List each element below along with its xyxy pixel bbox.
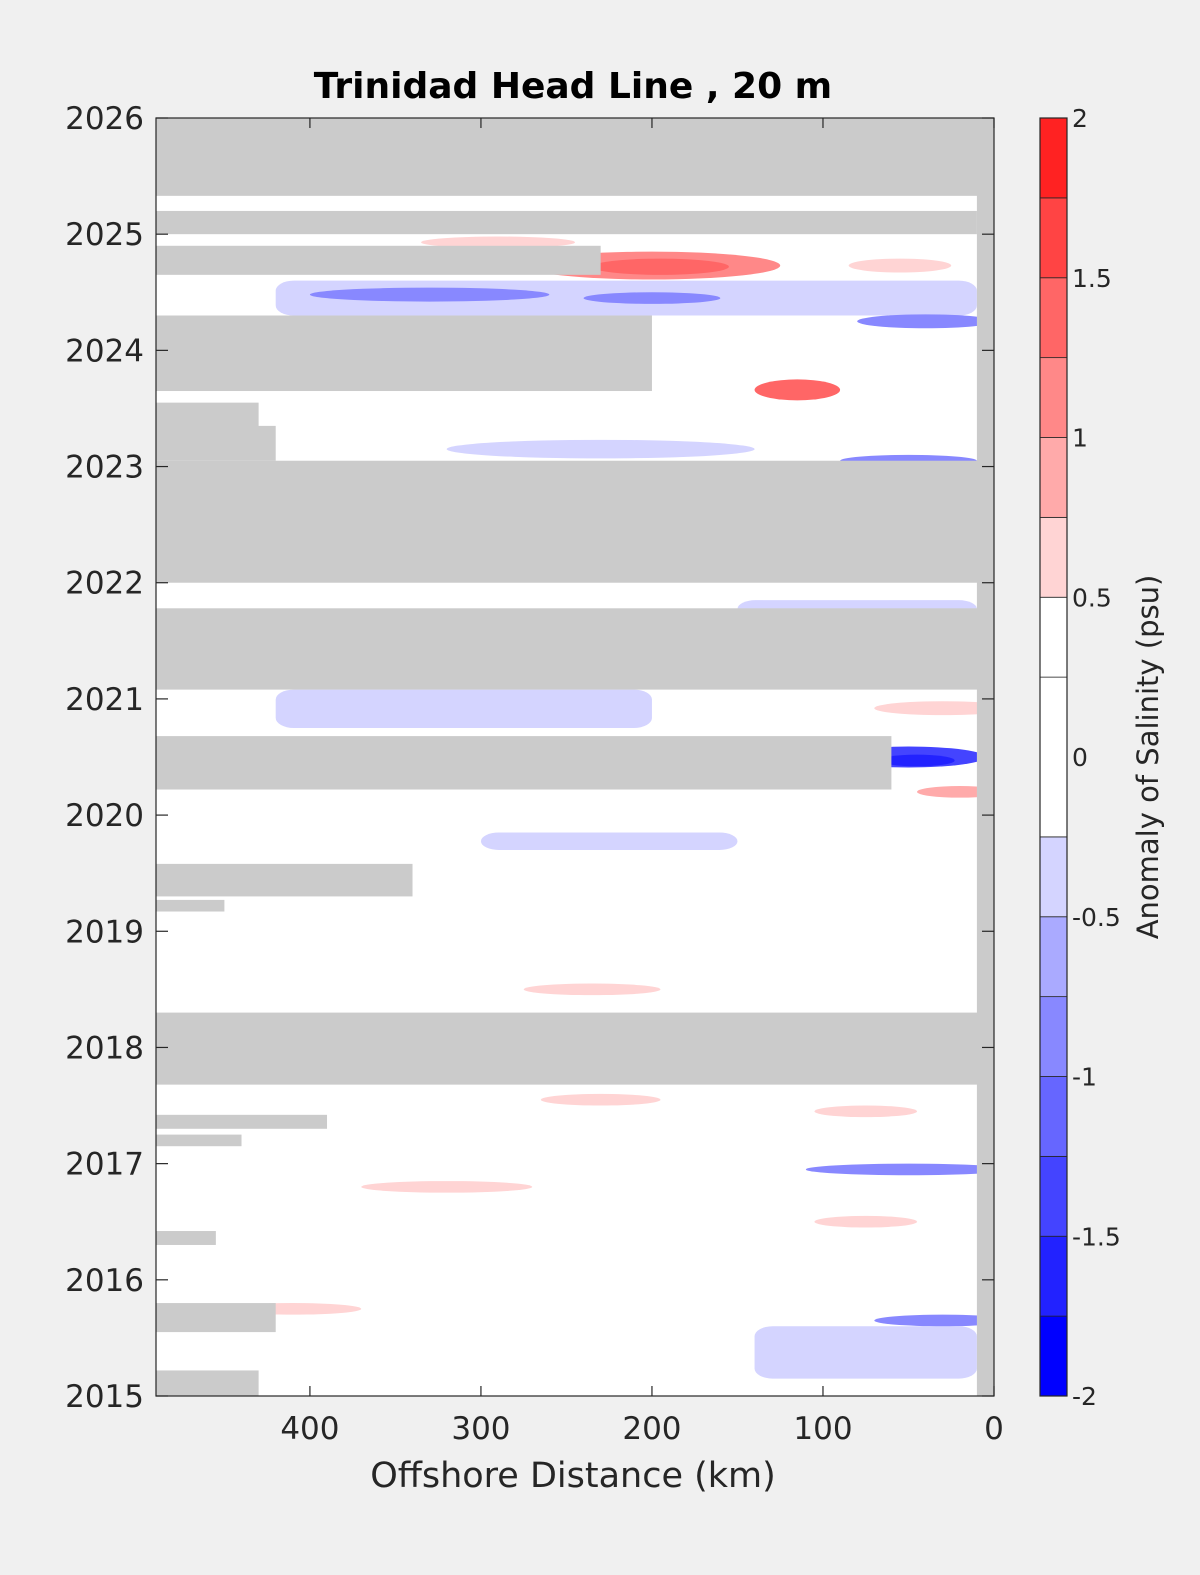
y-tick-label: 2024 — [65, 333, 144, 369]
y-tick-label: 2026 — [65, 101, 144, 137]
anomaly-feature — [523, 983, 661, 996]
missing-data-region — [156, 425, 276, 461]
missing-data-region — [156, 899, 225, 912]
colorbar-segment — [1039, 437, 1068, 518]
missing-data-region — [156, 315, 652, 392]
anomaly-feature — [848, 258, 952, 273]
colorbar-tick-label: -2 — [1072, 1382, 1097, 1411]
anomaly-feature — [361, 1181, 533, 1193]
colorbar-label: Anomaly of Salinity (psu) — [1131, 575, 1165, 940]
missing-data-region — [156, 1114, 328, 1129]
colorbar-segment — [1039, 836, 1068, 918]
anomaly-feature — [754, 379, 841, 401]
anomaly-feature — [421, 236, 575, 249]
colorbar-tick-label: 2 — [1072, 104, 1088, 133]
colorbar-segment — [1039, 996, 1068, 1077]
missing-data-regions — [156, 118, 994, 1396]
x-axis-label: Offshore Distance (km) — [370, 1456, 776, 1496]
colorbar-tick-label: 0.5 — [1072, 583, 1112, 612]
colorbar-tick-label: -1 — [1072, 1063, 1097, 1092]
anomaly-band — [651, 1181, 977, 1211]
missing-data-region — [156, 608, 994, 690]
colorbar-segment — [1039, 117, 1068, 199]
plot-frame — [155, 117, 995, 1397]
missing-data-region — [156, 210, 977, 235]
x-axis: 400 300 200 100 0 — [280, 118, 1004, 1447]
colorbar-segment — [1039, 1315, 1068, 1397]
y-tick-label: 2016 — [65, 1263, 144, 1299]
y-tick-label: 2022 — [65, 566, 144, 602]
colorbar-segment — [1039, 676, 1068, 838]
y-tick-label: 2018 — [65, 1030, 144, 1066]
missing-data-region — [976, 118, 994, 1396]
x-tick-label: 300 — [451, 1411, 510, 1447]
missing-data-region — [156, 245, 601, 275]
anomaly-band — [754, 1326, 977, 1379]
anomaly-feature — [583, 292, 721, 304]
y-tick-label: 2023 — [65, 450, 144, 486]
anomaly-feature — [592, 258, 729, 275]
colorbar-segment — [1039, 916, 1068, 998]
x-tick-label: 0 — [984, 1411, 1004, 1447]
missing-data-region — [156, 460, 994, 583]
chart-title: Trinidad Head Line , 20 m — [314, 66, 832, 107]
missing-data-region — [156, 1231, 216, 1245]
anomaly-feature — [446, 439, 755, 459]
colorbar-frame — [1039, 117, 1068, 1397]
colorbar-segment — [1039, 357, 1068, 438]
plot-area — [155, 117, 995, 1397]
colorbar-tick-label: 1 — [1072, 424, 1088, 453]
anomaly-band — [156, 1084, 567, 1164]
y-tick-label: 2017 — [65, 1147, 144, 1183]
anomaly-band — [566, 396, 892, 421]
x-tick-label: 400 — [280, 1411, 339, 1447]
anomaly-feature — [879, 754, 955, 767]
colorbar-segment — [1039, 596, 1068, 678]
colorbar-segment — [1039, 516, 1068, 598]
colorbar-segment — [1039, 1076, 1068, 1157]
colorbar-tick-label: -0.5 — [1072, 903, 1121, 932]
anomaly-band — [480, 832, 738, 850]
anomaly-feature — [874, 701, 994, 716]
colorbar-segment — [1039, 277, 1068, 359]
anomaly-feature — [857, 314, 994, 329]
colorbar: -2 -1.5 -1 -0.5 0 0.5 1 1.5 2 — [1039, 104, 1121, 1411]
x-tick-label: 100 — [793, 1411, 852, 1447]
missing-data-region — [156, 1134, 242, 1147]
missing-data-region — [156, 736, 892, 790]
y-tick-label: 2020 — [65, 798, 144, 834]
colorbar-segment — [1039, 1235, 1068, 1317]
y-tick-label: 2015 — [65, 1379, 144, 1415]
missing-data-region — [156, 863, 413, 897]
anomaly-feature — [917, 786, 994, 798]
missing-data-region — [156, 1303, 276, 1333]
y-tick-label: 2019 — [65, 914, 144, 950]
missing-data-region — [156, 1370, 259, 1396]
y-tick-label: 2021 — [65, 682, 144, 718]
colorbar-segment — [1039, 1155, 1068, 1237]
missing-data-region — [156, 118, 994, 196]
anomaly-feature — [814, 1105, 918, 1118]
anomaly-feature — [309, 287, 550, 302]
colorbar-tick-label: 0 — [1072, 743, 1088, 772]
x-tick-label: 200 — [622, 1411, 681, 1447]
anomaly-feature — [814, 1215, 918, 1228]
colorbar-segment — [1039, 197, 1068, 279]
colorbar-tick-label: -1.5 — [1072, 1222, 1121, 1251]
colorbar-tick-label: 1.5 — [1072, 264, 1112, 293]
anomaly-feature — [874, 1314, 994, 1327]
anomaly-band — [446, 942, 858, 1001]
y-tick-label: 2025 — [65, 217, 144, 253]
anomaly-band — [275, 689, 652, 728]
anomaly-feature — [540, 1093, 661, 1106]
anomaly-feature — [805, 1163, 994, 1176]
missing-data-region — [156, 1012, 994, 1085]
y-axis: 2015 2016 2017 2018 2019 2020 2021 2022 2023 2024… — [65, 101, 994, 1415]
